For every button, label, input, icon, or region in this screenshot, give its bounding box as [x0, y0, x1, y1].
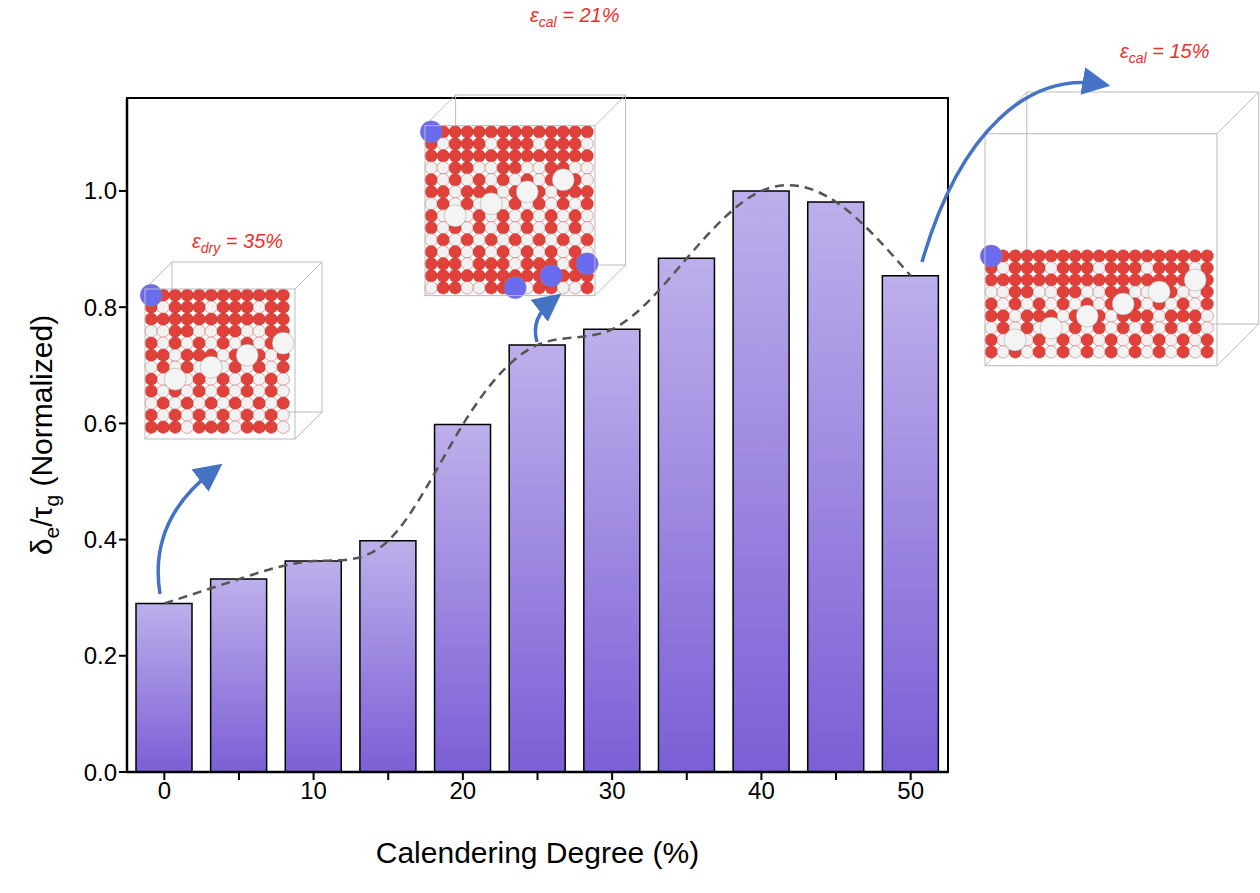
html-text:/τ: /τ — [25, 506, 58, 527]
svg-text:30: 30 — [599, 777, 626, 804]
html-text:εcal= 21%: εcal= 21% — [530, 4, 620, 30]
svg-text:1.0: 1.0 — [84, 177, 117, 204]
html-text:εdry= 35%: εdry= 35% — [192, 230, 284, 256]
svg-text:0.8: 0.8 — [84, 294, 117, 321]
html-text:εcal= 15%: εcal= 15% — [1120, 40, 1210, 66]
html-text:δ: δ — [25, 538, 58, 556]
svg-text:0.4: 0.4 — [84, 526, 117, 553]
html-text:e: e — [40, 526, 63, 539]
svg-text:40: 40 — [748, 777, 775, 804]
svg-text:10: 10 — [300, 777, 327, 804]
html-text:Calendering Degree (%): Calendering Degree (%) — [375, 836, 700, 869]
html-text:g: g — [40, 494, 63, 507]
svg-text:0.6: 0.6 — [84, 410, 117, 437]
svg-text:20: 20 — [450, 777, 477, 804]
svg-text:0.0: 0.0 — [84, 759, 117, 786]
svg-text:0: 0 — [158, 777, 171, 804]
svg-text:0.2: 0.2 — [84, 642, 117, 669]
html-text:(Normalized): (Normalized) — [25, 314, 58, 495]
svg-text:50: 50 — [897, 777, 924, 804]
